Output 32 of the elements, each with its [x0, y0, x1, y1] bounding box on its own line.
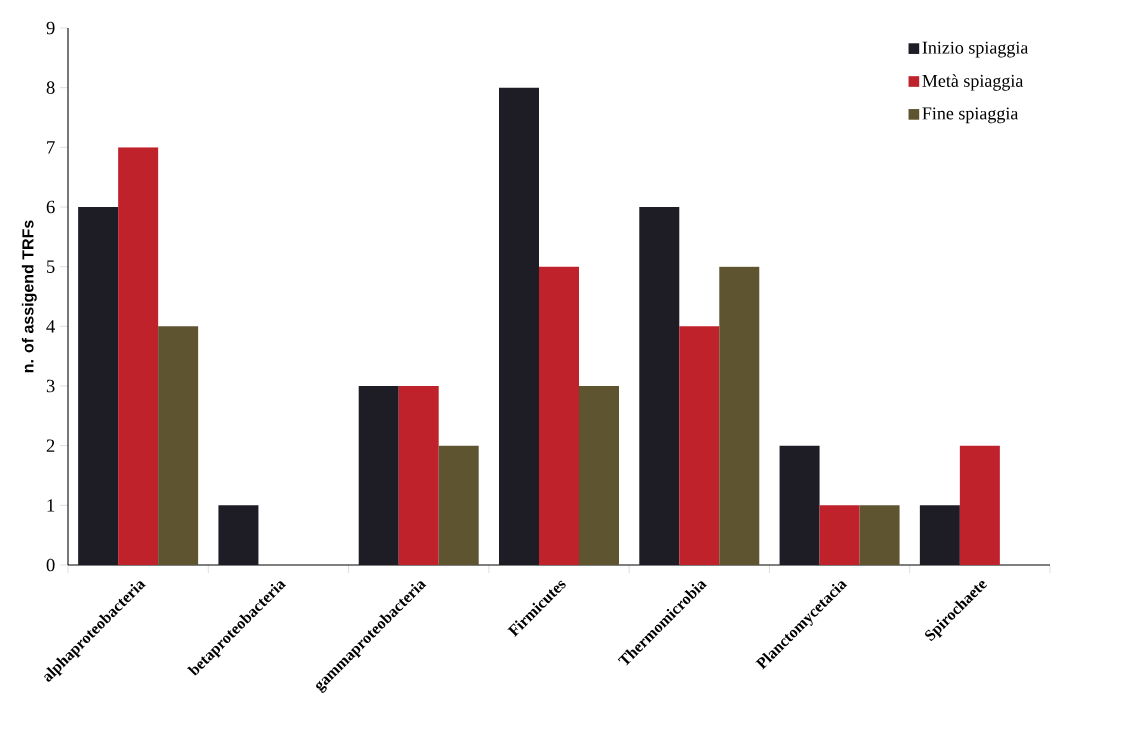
- y-tick-label: 6: [46, 200, 55, 214]
- bar: [579, 386, 619, 565]
- bar: [438, 445, 479, 565]
- bar: [118, 147, 159, 565]
- legend-label: Inizio spiaggia: [922, 41, 1029, 58]
- y-tick-label: 7: [47, 141, 55, 154]
- bar: [779, 445, 820, 565]
- legend-label: Metà spiaggia: [922, 74, 1024, 91]
- bar: [639, 207, 680, 565]
- bar: [819, 505, 860, 565]
- bar: [679, 326, 720, 565]
- bar: [158, 326, 199, 565]
- y-tick-label: 4: [46, 320, 56, 333]
- y-axis-title: n. of assigend TRFs: [21, 220, 37, 373]
- bar: [499, 87, 539, 565]
- legend-label: Fine spiaggia: [922, 107, 1019, 124]
- y-tick-label: 1: [47, 499, 55, 512]
- y-tick-label: 8: [46, 81, 55, 94]
- bar: [218, 505, 259, 565]
- bar: [358, 386, 399, 565]
- bar: [78, 207, 119, 565]
- bar: [719, 266, 760, 565]
- y-tick-label: 0: [46, 558, 55, 572]
- bar: [539, 266, 579, 565]
- y-tick-label: 2: [46, 439, 55, 452]
- y-tick-label: 3: [46, 379, 55, 393]
- bar: [959, 445, 1000, 565]
- bar: [859, 505, 900, 565]
- bar: [919, 505, 960, 565]
- y-tick-label: 9: [46, 21, 55, 35]
- y-tick-label: 5: [47, 260, 55, 273]
- bar: [398, 386, 439, 565]
